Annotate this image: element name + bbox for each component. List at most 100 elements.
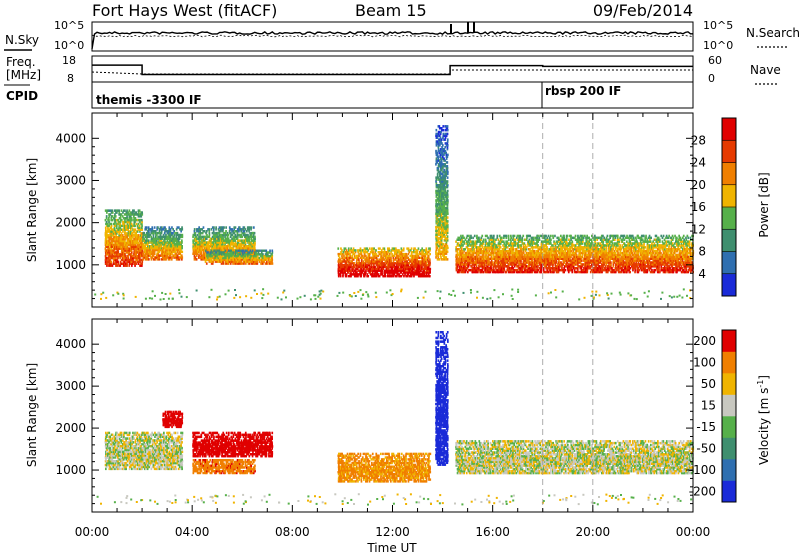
echo-cell bbox=[496, 255, 499, 259]
echo-cell bbox=[242, 231, 245, 235]
echo-cell bbox=[163, 254, 165, 257]
echo-cell bbox=[462, 270, 464, 274]
echo-cell bbox=[465, 242, 468, 245]
echo-cell bbox=[437, 125, 440, 128]
echo-cell bbox=[410, 269, 413, 272]
echo-cell bbox=[497, 268, 500, 272]
echo-cell bbox=[428, 247, 430, 250]
echo-cell bbox=[229, 245, 232, 248]
echo-cell bbox=[376, 273, 379, 276]
echo-cell bbox=[479, 263, 481, 266]
echo-cell bbox=[443, 138, 445, 141]
echo-cell bbox=[237, 255, 239, 258]
echo-cell bbox=[164, 226, 166, 229]
echo-cell bbox=[441, 151, 443, 155]
echo-cell bbox=[107, 243, 109, 247]
echo-cell bbox=[268, 255, 270, 258]
echo-cell bbox=[475, 240, 478, 243]
echo-cell bbox=[106, 232, 108, 235]
echo-cell bbox=[349, 249, 351, 252]
echo-cell bbox=[152, 254, 155, 257]
echo-cell bbox=[222, 241, 225, 244]
echo-cell bbox=[168, 245, 171, 248]
echo-cell bbox=[136, 239, 139, 243]
echo-cell bbox=[155, 246, 158, 250]
echo-cell bbox=[476, 259, 478, 262]
echo-cell bbox=[459, 253, 462, 257]
echo-cell bbox=[478, 249, 480, 253]
echo-cell bbox=[475, 268, 478, 272]
echo-cell bbox=[171, 246, 173, 250]
echo-cell bbox=[436, 159, 439, 162]
echo-cell bbox=[133, 241, 136, 245]
echo-cell bbox=[440, 250, 442, 253]
echo-cell bbox=[360, 267, 363, 271]
echo-cell bbox=[160, 248, 163, 252]
echo-cell bbox=[119, 243, 122, 247]
echo-cell bbox=[445, 222, 448, 225]
echo-cell bbox=[479, 255, 481, 259]
echo-cell bbox=[118, 211, 121, 214]
echo-cell bbox=[437, 184, 440, 187]
echo-cell bbox=[199, 235, 201, 239]
echo-cell bbox=[120, 232, 123, 235]
echo-cell bbox=[439, 182, 442, 185]
echo-cell bbox=[202, 226, 205, 229]
echo-cell bbox=[490, 267, 493, 270]
echo-cell bbox=[127, 249, 130, 252]
echo-cell bbox=[357, 254, 359, 258]
echo-cell bbox=[437, 130, 440, 134]
echo-cell bbox=[498, 240, 501, 243]
echo-cell bbox=[128, 262, 131, 265]
echo-cell bbox=[124, 258, 126, 262]
echo-cell bbox=[206, 258, 208, 262]
echo-cell bbox=[466, 253, 469, 257]
echo-cell bbox=[484, 234, 487, 238]
echo-cell bbox=[467, 251, 469, 255]
echo-cell bbox=[135, 247, 138, 250]
echo-cell bbox=[517, 249, 520, 253]
echo-cell bbox=[481, 253, 484, 257]
echo-cell bbox=[529, 240, 531, 243]
echo-cell bbox=[407, 249, 410, 252]
echo-cell bbox=[490, 240, 493, 243]
echo-cell bbox=[376, 269, 379, 272]
echo-cell bbox=[492, 253, 495, 257]
echo-cell bbox=[525, 255, 528, 259]
echo-cell bbox=[230, 249, 232, 252]
echo-cell bbox=[225, 239, 228, 242]
power-echo-layer bbox=[94, 113, 695, 307]
echo-cell bbox=[340, 269, 343, 272]
echo-cell bbox=[468, 242, 471, 245]
echo-cell bbox=[397, 260, 399, 263]
echo-cell bbox=[115, 236, 117, 239]
echo-cell bbox=[468, 248, 470, 251]
echo-cell bbox=[214, 246, 216, 250]
echo-cell bbox=[181, 258, 183, 261]
echo-cell bbox=[260, 249, 262, 252]
echo-cell bbox=[462, 267, 464, 270]
echo-cell bbox=[125, 234, 128, 237]
echo-cell bbox=[232, 243, 234, 246]
echo-cell bbox=[505, 270, 507, 274]
echo-cell bbox=[125, 232, 128, 235]
echo-cell bbox=[108, 213, 110, 216]
echo-cell bbox=[213, 239, 215, 242]
echo-cell bbox=[265, 249, 268, 252]
echo-cell bbox=[193, 248, 196, 252]
echo-cell bbox=[408, 265, 411, 269]
echo-cell bbox=[372, 247, 374, 250]
echo-cell bbox=[419, 251, 421, 254]
echo-cell bbox=[129, 218, 132, 222]
echo-cell bbox=[439, 216, 442, 219]
echo-cell bbox=[525, 257, 528, 260]
echo-cell bbox=[344, 260, 347, 263]
echo-cell bbox=[116, 264, 119, 267]
echo-cell bbox=[497, 255, 500, 259]
echo-cell bbox=[238, 262, 240, 265]
echo-cell bbox=[143, 256, 146, 259]
echo-cell bbox=[436, 216, 439, 219]
echo-cell bbox=[173, 230, 175, 233]
echo-cell bbox=[395, 249, 397, 252]
echo-cell bbox=[199, 241, 201, 244]
